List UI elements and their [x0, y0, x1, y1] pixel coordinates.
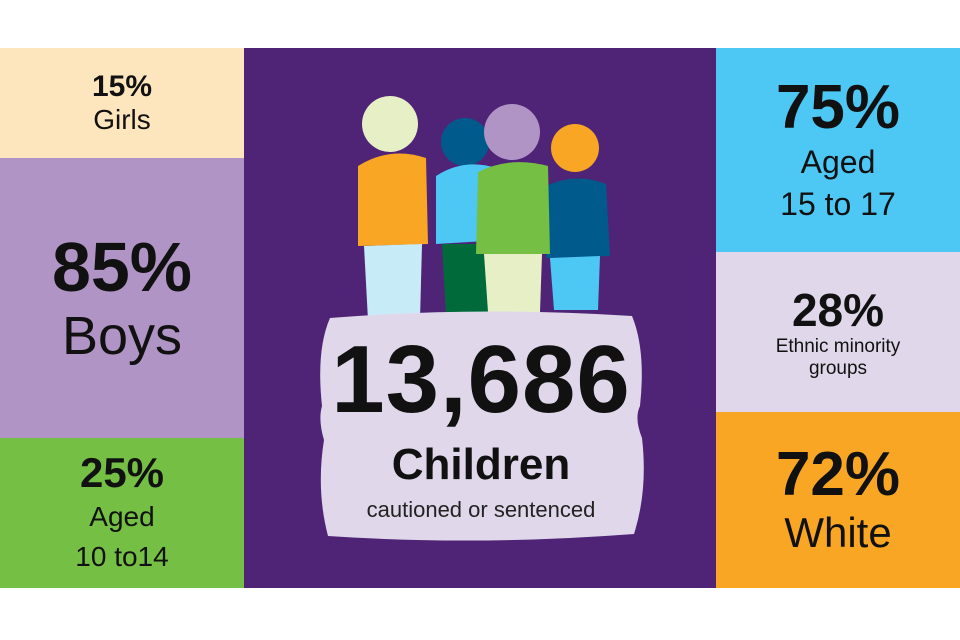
- aged-15-17-label-line2: 15 to 17: [780, 186, 896, 222]
- children-label: Children: [391, 440, 571, 489]
- girls-label: Girls: [93, 104, 151, 135]
- aged-10-14-percent: 25%: [79, 449, 165, 496]
- children-count-panel: 13,686 Children cautioned or sentenced: [244, 48, 716, 588]
- children-count: 13,686: [331, 326, 631, 433]
- white-percent: 72%: [775, 440, 901, 509]
- aged-10-14-label-line2: 10 to14: [75, 541, 169, 572]
- aged-15-17-tile: 75% Aged 15 to 17: [716, 48, 960, 252]
- aged-10-14-tile: 25% Aged 10 to14: [0, 438, 244, 588]
- children-sublabel: cautioned or sentenced: [366, 497, 596, 522]
- aged-15-17-label-line1: Aged: [800, 144, 876, 180]
- boys-tile: 85% Boys: [0, 158, 244, 438]
- white-label: White: [784, 509, 892, 556]
- white-tile: 72% White: [716, 412, 960, 588]
- ethnic-minority-tile: 28% Ethnic minority groups: [716, 252, 960, 412]
- ethnic-minority-percent: 28%: [791, 284, 885, 336]
- people-group-icon: [358, 96, 610, 320]
- boys-percent: 85%: [51, 228, 193, 306]
- aged-10-14-label-line1: Aged: [89, 501, 155, 532]
- ethnic-minority-label-line2: groups: [808, 358, 868, 379]
- girls-percent: 15%: [91, 70, 153, 103]
- ethnic-minority-label-line1: Ethnic minority: [775, 336, 901, 357]
- boys-label: Boys: [61, 306, 183, 366]
- aged-15-17-percent: 75%: [775, 73, 901, 142]
- count-background-shape: [320, 311, 644, 541]
- girls-tile: 15% Girls: [0, 48, 244, 158]
